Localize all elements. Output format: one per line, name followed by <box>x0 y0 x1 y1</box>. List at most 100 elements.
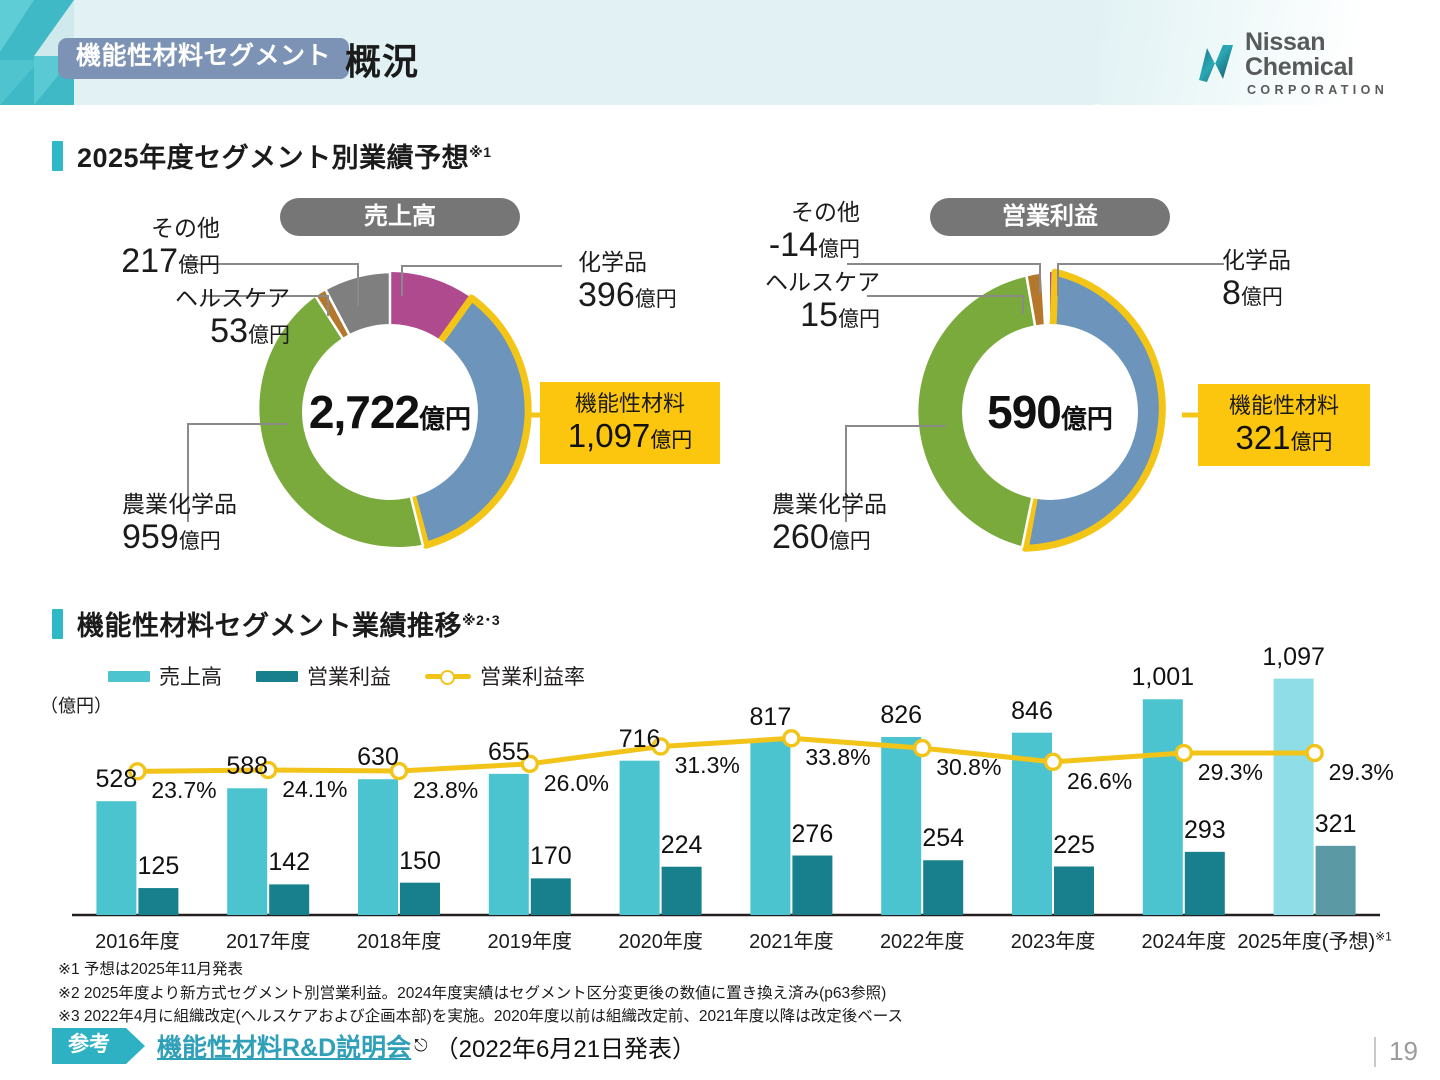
company-logo: Nissan Chemical CORPORATION <box>1196 30 1440 97</box>
page-number-divider <box>1374 1036 1377 1067</box>
donut-sales-label-other: その他 217億円 <box>121 215 220 280</box>
data-label-profit: 321 <box>1314 809 1357 838</box>
data-label-sales: 846 <box>1011 696 1053 725</box>
footnote-3: ※3 2022年4月に組織改定(ヘルスケアおよび企画本部)を実施。2020年度以… <box>58 1008 904 1026</box>
chart-x-label: 2016年度 <box>95 931 180 953</box>
data-label-profit: 170 <box>529 842 572 871</box>
rate-marker <box>1305 743 1324 763</box>
bar-profit <box>1184 851 1225 915</box>
section-heading-forecast: 2025年度セグメント別業績予想※1 <box>52 136 491 175</box>
footnotes: ※1 予想は2025年11月発表 ※2 2025年度より新方式セグメント別営業利… <box>58 958 903 1029</box>
donut-sales-chart <box>240 262 540 567</box>
chart-x-label: 2020年度 <box>618 931 703 953</box>
bar-profit <box>530 878 571 915</box>
data-label-rate: 26.0% <box>543 769 610 796</box>
data-label-profit: 254 <box>922 824 965 853</box>
data-label-rate: 33.8% <box>805 744 871 771</box>
data-label-profit: 150 <box>399 846 441 875</box>
legend-swatch-rate <box>425 669 471 685</box>
chart-legend: 売上高 営業利益 営業利益率 <box>108 661 585 691</box>
donut-profit-center-value: 590億円 <box>987 386 1113 438</box>
section-heading-trend: 機能性材料セグメント業績推移※2･3 <box>52 604 500 643</box>
external-link-icon[interactable]: ⎋ <box>414 1036 428 1056</box>
bar-profit <box>661 866 702 915</box>
donut-profit-pill: 営業利益 <box>930 198 1170 236</box>
reference-chip: 参考 <box>52 1028 126 1065</box>
rate-marker <box>913 738 932 758</box>
donut-profit-leader-chem <box>1052 256 1232 296</box>
chart-x-label: 2018年度 <box>356 931 442 953</box>
data-label-profit: 224 <box>660 830 703 859</box>
donut-profit-chart <box>900 262 1200 567</box>
section-bar-icon-2 <box>52 608 63 639</box>
bar-profit <box>1315 845 1356 915</box>
donut-sales-leader-agro <box>170 418 310 528</box>
data-label-profit: 142 <box>268 848 311 877</box>
data-label-sales: 588 <box>226 752 269 781</box>
donut-sales-center-value: 2,722億円 <box>308 386 472 438</box>
donut-profit-leader-agro <box>826 420 966 530</box>
logo-company-sub: CORPORATION <box>1247 83 1389 97</box>
bar-sales <box>1273 678 1314 915</box>
chart-x-label: 2019年度 <box>487 931 573 953</box>
page-number-area: 19 <box>1374 1036 1418 1067</box>
data-label-rate: 31.3% <box>674 752 740 779</box>
data-label-sales: 655 <box>487 737 530 766</box>
data-label-rate: 29.3% <box>1328 759 1394 786</box>
legend-item-profit: 営業利益 <box>256 661 391 691</box>
bar-sales <box>1142 699 1183 915</box>
bar-profit <box>400 882 440 915</box>
donut-profit-label-agro: 農業化学品 260億円 <box>772 491 887 556</box>
chart-x-label: 2021年度 <box>749 931 834 953</box>
chart-x-label: 2024年度 <box>1141 931 1227 953</box>
legend-item-rate: 営業利益率 <box>425 661 585 691</box>
data-label-profit: 225 <box>1053 830 1095 859</box>
rate-marker <box>1043 752 1063 772</box>
reference-row: 参考 機能性材料R&D説明会 ⎋ （2022年6月21日発表） <box>52 1028 697 1065</box>
legend-swatch-sales <box>108 670 150 682</box>
legend-label-sales: 売上高 <box>159 666 222 689</box>
chart-x-label: 2023年度 <box>1010 931 1096 953</box>
nissan-chemical-n-icon <box>1196 42 1236 84</box>
data-label-profit: 276 <box>791 819 834 848</box>
bar-profit <box>269 884 310 915</box>
donut-sales-highlight-box: 機能性材料 1,097億円 <box>540 382 720 465</box>
chart-x-label: 2017年度 <box>225 931 311 953</box>
data-label-rate: 24.1% <box>282 776 348 803</box>
reference-link[interactable]: 機能性材料R&D説明会 <box>157 1034 412 1063</box>
data-label-sales: 826 <box>880 700 923 729</box>
donut-sales-pill: 売上高 <box>280 198 520 236</box>
data-label-profit: 293 <box>1183 815 1226 844</box>
donut-sales-label-chemicals: 化学品 396億円 <box>578 249 677 314</box>
data-label-sales: 716 <box>618 724 661 753</box>
logo-company-name: Nissan Chemical <box>1245 28 1354 81</box>
rate-marker <box>782 729 801 748</box>
bar-profit <box>1054 866 1094 915</box>
data-label-rate: 23.7% <box>151 777 217 804</box>
donut-profit-highlight-box: 機能性材料 321億円 <box>1198 384 1370 467</box>
section-bar-icon <box>52 140 63 171</box>
data-label-rate: 29.3% <box>1197 759 1264 786</box>
bar-profit <box>792 855 833 915</box>
section-heading-text-2: 機能性材料セグメント業績推移※2･3 <box>77 611 501 641</box>
footnote-1: ※1 予想は2025年11月発表 <box>58 961 243 978</box>
footnote-2: ※2 2025年度より新方式セグメント別営業利益。2024年度実績はセグメント区… <box>58 984 887 1002</box>
reference-date: （2022年6月21日発表） <box>434 1035 697 1063</box>
data-label-sales: 630 <box>357 743 399 772</box>
header-background-fade <box>1100 0 1440 105</box>
legend-label-rate: 営業利益率 <box>480 666 585 689</box>
data-label-rate: 30.8% <box>936 754 1002 781</box>
donut-profit-label-chemicals: 化学品 8億円 <box>1222 247 1291 312</box>
data-label-sales: 1,097 <box>1262 642 1325 671</box>
legend-item-sales: 売上高 <box>108 661 222 691</box>
donut-profit-label-other: その他 -14億円 <box>768 199 860 264</box>
data-label-sales: 1,001 <box>1131 663 1195 692</box>
segment-chip: 機能性材料セグメント <box>58 38 350 79</box>
page-number: 19 <box>1389 1036 1418 1066</box>
data-label-sales: 817 <box>749 702 792 731</box>
donut-sales-label-agro: 農業化学品 959億円 <box>122 491 237 556</box>
legend-label-profit: 営業利益 <box>307 666 391 689</box>
chart-axis-unit: （億円） <box>40 696 112 716</box>
donut-sales-leader-lines <box>180 244 400 324</box>
donut-profit-leader-lines <box>845 244 1065 324</box>
